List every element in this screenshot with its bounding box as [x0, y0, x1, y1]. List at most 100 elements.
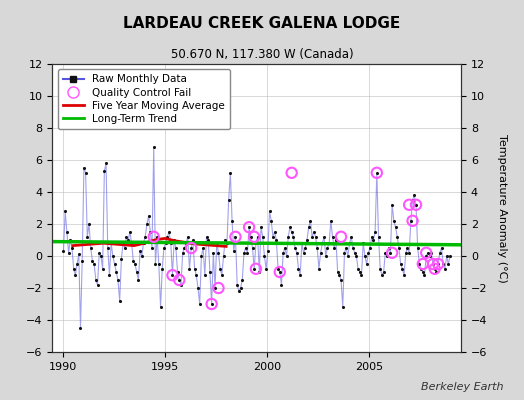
Point	[342, 245, 351, 251]
Point	[153, 234, 161, 240]
Point	[208, 301, 216, 307]
Point	[59, 248, 68, 254]
Point	[431, 266, 439, 272]
Point	[419, 261, 427, 267]
Point	[308, 234, 316, 240]
Point	[131, 261, 139, 267]
Point	[395, 245, 403, 251]
Text: 50.670 N, 117.380 W (Canada): 50.670 N, 117.380 W (Canada)	[171, 48, 353, 61]
Point	[393, 234, 401, 240]
Point	[310, 229, 318, 235]
Point	[172, 245, 180, 251]
Point	[66, 237, 74, 243]
Point	[272, 237, 280, 243]
Point	[424, 250, 432, 256]
Point	[145, 213, 153, 219]
Point	[160, 245, 168, 251]
Point	[149, 144, 158, 150]
Point	[286, 224, 294, 230]
Point	[221, 237, 230, 243]
Point	[364, 250, 373, 256]
Point	[289, 234, 298, 240]
Point	[155, 261, 163, 267]
Point	[195, 301, 204, 307]
Point	[267, 218, 276, 224]
Point	[378, 272, 386, 278]
Point	[257, 224, 265, 230]
Point	[115, 298, 124, 304]
Point	[369, 237, 378, 243]
Point	[254, 234, 262, 240]
Point	[179, 250, 187, 256]
Point	[187, 245, 195, 251]
Point	[373, 170, 381, 176]
Point	[70, 266, 78, 272]
Legend: Raw Monthly Data, Quality Control Fail, Five Year Moving Average, Long-Term Tren: Raw Monthly Data, Quality Control Fail, …	[58, 69, 230, 129]
Point	[413, 245, 422, 251]
Point	[95, 250, 103, 256]
Point	[255, 269, 264, 275]
Point	[422, 253, 430, 259]
Point	[151, 261, 160, 267]
Point	[192, 272, 201, 278]
Point	[161, 240, 170, 246]
Point	[93, 282, 102, 288]
Point	[337, 277, 345, 283]
Point	[127, 240, 136, 246]
Point	[359, 240, 367, 246]
Point	[156, 304, 165, 310]
Point	[119, 240, 127, 246]
Point	[73, 261, 81, 267]
Point	[439, 261, 447, 267]
Point	[398, 266, 407, 272]
Point	[311, 234, 320, 240]
Point	[279, 250, 287, 256]
Point	[298, 240, 306, 246]
Point	[197, 253, 205, 259]
Point	[323, 245, 332, 251]
Point	[419, 269, 427, 275]
Point	[85, 221, 93, 227]
Point	[213, 240, 221, 246]
Point	[208, 301, 216, 307]
Point	[163, 234, 171, 240]
Point	[260, 253, 269, 259]
Point	[245, 224, 253, 230]
Point	[434, 261, 442, 267]
Point	[245, 224, 253, 230]
Point	[315, 266, 323, 272]
Point	[351, 250, 359, 256]
Point	[90, 261, 99, 267]
Point	[108, 253, 117, 259]
Point	[236, 285, 245, 291]
Point	[347, 234, 355, 240]
Point	[288, 229, 296, 235]
Point	[167, 240, 175, 246]
Point	[265, 208, 274, 214]
Point	[122, 234, 130, 240]
Point	[182, 240, 190, 246]
Point	[401, 250, 410, 256]
Point	[264, 248, 272, 254]
Point	[83, 234, 92, 240]
Point	[187, 245, 195, 251]
Point	[284, 234, 292, 240]
Point	[425, 253, 434, 259]
Point	[86, 245, 95, 251]
Point	[344, 253, 352, 259]
Point	[216, 266, 224, 272]
Point	[204, 237, 212, 243]
Point	[124, 237, 133, 243]
Point	[238, 277, 246, 283]
Point	[330, 245, 339, 251]
Point	[209, 250, 217, 256]
Point	[250, 234, 258, 240]
Point	[276, 269, 284, 275]
Point	[391, 224, 400, 230]
Point	[136, 248, 144, 254]
Point	[415, 261, 423, 267]
Point	[325, 240, 333, 246]
Point	[371, 229, 379, 235]
Point	[111, 261, 119, 267]
Point	[340, 250, 348, 256]
